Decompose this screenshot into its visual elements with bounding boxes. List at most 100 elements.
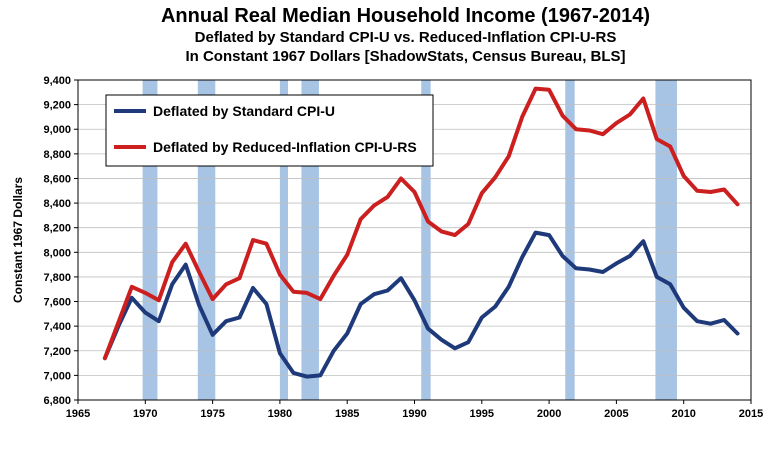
data-point-0-1972 xyxy=(170,282,174,286)
series-points-1 xyxy=(103,87,740,360)
data-point-0-1973 xyxy=(184,263,188,267)
data-point-0-2007 xyxy=(641,239,645,243)
data-point-0-2013 xyxy=(722,318,726,322)
data-point-1-1986 xyxy=(359,217,363,221)
data-point-0-2002 xyxy=(574,266,578,270)
data-point-0-1987 xyxy=(372,292,376,296)
data-point-1-1998 xyxy=(520,115,524,119)
chart-subtitle-1: Deflated by Standard CPI-U vs. Reduced-I… xyxy=(194,29,617,46)
data-point-1-1989 xyxy=(399,176,403,181)
x-tick-label-8: 2005 xyxy=(604,408,628,420)
data-point-1-2001 xyxy=(560,114,565,118)
data-point-1-1980 xyxy=(278,272,282,277)
data-point-1-2009 xyxy=(668,144,672,149)
data-point-0-1994 xyxy=(466,340,470,344)
data-point-1-1988 xyxy=(385,195,390,199)
data-point-1-1999 xyxy=(534,87,538,91)
data-point-1-2005 xyxy=(614,121,619,125)
data-point-1-1987 xyxy=(372,203,376,208)
data-point-0-1979 xyxy=(264,302,269,306)
y-tick-label-10: 8,800 xyxy=(43,149,71,161)
legend-label-cpi-u-rs: Deflated by Reduced-Inflation CPI-U-RS xyxy=(153,139,417,155)
y-tick-label-9: 8,600 xyxy=(43,173,71,185)
data-point-0-1993 xyxy=(453,346,457,350)
x-tick-label-0: 1965 xyxy=(66,408,90,420)
chart-title-block: Annual Real Median Household Income (196… xyxy=(0,4,781,66)
data-point-1-1970 xyxy=(143,291,147,295)
x-tick-label-6: 1995 xyxy=(470,408,494,420)
data-point-0-2005 xyxy=(614,261,619,265)
data-point-1-2008 xyxy=(655,137,659,141)
data-point-0-2012 xyxy=(709,322,713,326)
data-point-0-2010 xyxy=(682,306,686,310)
data-point-1-1981 xyxy=(291,290,295,294)
data-point-0-1997 xyxy=(507,285,511,289)
y-tick-label-13: 9,400 xyxy=(43,75,71,87)
data-point-1-1968 xyxy=(116,320,120,325)
data-point-1-1982 xyxy=(305,291,309,295)
data-point-0-2011 xyxy=(695,319,699,323)
data-point-0-1988 xyxy=(385,288,390,293)
data-point-1-1983 xyxy=(318,297,322,301)
data-point-0-1996 xyxy=(493,304,497,309)
recession-band-5 xyxy=(565,80,575,400)
data-point-1-1992 xyxy=(439,229,444,233)
data-point-1-2011 xyxy=(695,189,699,193)
y-tick-label-4: 7,600 xyxy=(43,297,71,309)
y-tick-label-2: 7,200 xyxy=(43,346,71,358)
y-tick-label-0: 6,800 xyxy=(43,395,71,407)
data-point-1-1995 xyxy=(480,191,484,195)
data-point-0-1995 xyxy=(480,315,484,320)
data-point-1-1969 xyxy=(130,285,134,289)
recession-band-4 xyxy=(421,80,431,400)
y-tick-label-8: 8,400 xyxy=(43,198,71,210)
data-point-0-2006 xyxy=(628,254,632,258)
data-point-1-1978 xyxy=(251,238,255,242)
data-point-1-1976 xyxy=(224,282,228,286)
data-point-0-1986 xyxy=(359,302,363,306)
data-point-0-2008 xyxy=(655,275,659,279)
x-tick-label-7: 2000 xyxy=(537,408,561,420)
data-point-0-2000 xyxy=(547,233,551,237)
data-point-0-2009 xyxy=(668,282,672,286)
legend: Deflated by Standard CPI-U Deflated by R… xyxy=(105,94,434,167)
data-point-0-2004 xyxy=(601,270,605,274)
data-point-1-1993 xyxy=(453,233,457,237)
x-tick-label-3: 1980 xyxy=(268,408,292,420)
chart-subtitle-2: In Constant 1967 Dollars [ShadowStats, C… xyxy=(185,48,626,65)
data-point-0-1984 xyxy=(332,349,336,353)
data-point-1-1972 xyxy=(170,260,174,264)
data-point-0-1970 xyxy=(143,311,147,315)
data-point-1-2012 xyxy=(709,190,713,194)
data-point-0-1969 xyxy=(130,296,134,300)
data-point-1-2013 xyxy=(722,187,726,192)
y-tick-label-6: 8,000 xyxy=(43,247,71,259)
y-axis-title: Constant 1967 Dollars xyxy=(11,177,25,303)
data-point-0-2003 xyxy=(587,267,592,272)
data-point-0-1989 xyxy=(399,276,403,280)
data-point-1-1971 xyxy=(157,298,161,302)
x-tick-label-1: 1970 xyxy=(133,408,157,420)
y-tick-label-5: 7,800 xyxy=(43,272,71,284)
data-point-0-1978 xyxy=(251,286,255,290)
data-point-1-2007 xyxy=(641,96,645,101)
x-tick-label-5: 1990 xyxy=(402,408,426,420)
data-point-0-1974 xyxy=(197,303,201,307)
recession-band-2 xyxy=(279,80,288,400)
data-point-0-1981 xyxy=(291,371,295,375)
recession-band-6 xyxy=(655,80,677,400)
data-point-1-1985 xyxy=(345,253,349,257)
data-point-0-1976 xyxy=(224,319,228,323)
data-point-0-1983 xyxy=(318,373,322,377)
y-tick-label-7: 8,200 xyxy=(43,223,71,235)
data-point-1-2002 xyxy=(574,127,578,131)
data-point-0-1980 xyxy=(278,351,282,355)
data-point-0-2001 xyxy=(560,254,565,258)
data-point-1-1975 xyxy=(211,297,215,301)
data-point-1-2003 xyxy=(587,128,592,133)
data-point-0-1982 xyxy=(305,375,309,379)
data-point-1-1973 xyxy=(184,242,188,246)
data-point-0-1999 xyxy=(534,231,538,235)
data-point-0-1975 xyxy=(211,333,215,337)
